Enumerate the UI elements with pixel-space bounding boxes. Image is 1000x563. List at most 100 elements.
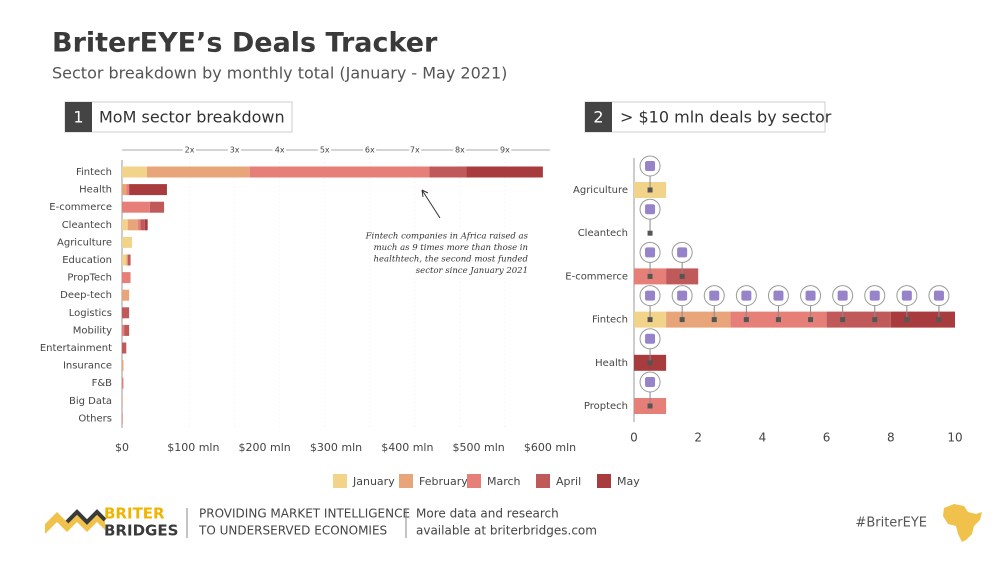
bar-segment (122, 377, 124, 389)
bar-segment (122, 201, 150, 213)
category-label: Others (78, 413, 112, 424)
panel-title: MoM sector breakdown (99, 108, 285, 127)
bar-segment (140, 219, 145, 231)
pin-dot (647, 273, 653, 279)
category-label: F&B (92, 378, 113, 389)
bar-segment (126, 254, 128, 266)
company-logo-mark (901, 290, 912, 301)
category-label: Mobility (73, 325, 112, 336)
category-label: Logistics (69, 308, 112, 319)
company-logo-mark (837, 290, 848, 301)
top-tick-label: 6x (365, 146, 375, 155)
tagline: TO UNDERSERVED ECONOMIES (198, 524, 387, 538)
title: BriterEYE’s Deals Tracker (52, 28, 438, 59)
bar-segment (122, 272, 131, 284)
top-tick-label: 4x (275, 146, 285, 155)
subtitle: Sector breakdown by monthly total (Janua… (52, 64, 507, 83)
category-label: Proptech (584, 401, 628, 412)
company-logo-mark (773, 290, 784, 301)
panel-badge (585, 102, 612, 132)
pin-dot (840, 317, 846, 323)
category-label: Big Data (69, 396, 112, 407)
company-logo-mark (645, 333, 656, 344)
annotation: sector since January 2021 (416, 266, 528, 276)
annotation-arrow (421, 189, 441, 219)
pin-dot (808, 317, 814, 323)
brand-logo (45, 512, 105, 534)
category-label: Cleantech (578, 228, 628, 239)
x-tick-label: 2 (694, 431, 702, 445)
company-logo-mark (741, 290, 752, 301)
legend-label: February (419, 475, 468, 488)
x-tick-label: 10 (947, 431, 962, 445)
brand-logo (65, 509, 107, 525)
bar-segment (122, 360, 124, 372)
category-label: E-commerce (49, 202, 112, 213)
top-tick-label: 3x (230, 146, 240, 155)
hashtag: #BriterEYE (855, 516, 927, 531)
bar-segment (826, 311, 891, 328)
x-tick-label: $600 mln (524, 441, 576, 454)
category-label: Fintech (76, 167, 112, 178)
top-tick-label: 9x (500, 146, 510, 155)
category-label: Health (79, 185, 112, 196)
category-label: Entertainment (40, 343, 112, 354)
category-label: Insurance (63, 361, 112, 372)
legend-swatch (399, 474, 413, 488)
annotation: much as 9 times more than those in (374, 243, 528, 253)
pin-dot (904, 317, 910, 323)
bar-segment (122, 307, 130, 319)
panel-badge (65, 102, 92, 132)
bar-segment (126, 184, 130, 196)
bar-segment (129, 184, 167, 196)
legend-label: May (617, 475, 640, 488)
top-tick-label: 5x (320, 146, 330, 155)
x-tick-label: 6 (823, 431, 831, 445)
africa-icon (943, 504, 982, 542)
company-logo-mark (869, 290, 880, 301)
panel-title: > $10 mln deals by sector (620, 108, 832, 127)
more-info: available at briterbridges.com (416, 524, 597, 538)
company-logo-mark (677, 290, 688, 301)
pin-dot (647, 187, 653, 193)
legend-swatch (467, 474, 481, 488)
x-tick-label: $200 mln (239, 441, 291, 454)
pin-dot (743, 317, 749, 323)
bar-segment (127, 219, 138, 231)
bar-segment (127, 254, 131, 266)
company-logo-mark (645, 290, 656, 301)
bar-segment (122, 324, 125, 336)
bar-segment (137, 219, 141, 231)
category-label: PropTech (67, 273, 112, 284)
x-tick-label: $300 mln (310, 441, 362, 454)
brand: BRITER (104, 505, 165, 523)
legend-label: March (487, 475, 521, 488)
pin-dot (775, 317, 781, 323)
pin-dot (711, 317, 717, 323)
category-label: Education (62, 255, 112, 266)
top-tick-label: 7x (410, 146, 420, 155)
category-label: E-commerce (565, 271, 628, 282)
bar-segment (429, 166, 467, 178)
pin-dot (679, 273, 685, 279)
tagline: PROVIDING MARKET INTELLIGENCE (199, 507, 410, 521)
pin-dot (872, 317, 878, 323)
x-tick-label: $100 mln (167, 441, 219, 454)
company-logo-mark (645, 377, 656, 387)
company-logo-mark (677, 247, 688, 258)
legend-swatch (597, 474, 611, 488)
bar-segment (122, 219, 128, 231)
company-logo-mark (645, 247, 656, 258)
company-logo-mark (645, 161, 656, 171)
bar-segment (122, 166, 147, 178)
x-tick-label: 8 (887, 431, 895, 445)
annotation: healthtech, the second most funded (374, 255, 529, 265)
pin-dot (647, 360, 653, 366)
more-info: More data and research (416, 507, 559, 521)
bar-segment (149, 201, 165, 213)
pin-dot (679, 317, 685, 323)
bar-segment (122, 236, 132, 248)
bar-segment (122, 342, 127, 354)
x-tick-label: $500 mln (453, 441, 505, 454)
